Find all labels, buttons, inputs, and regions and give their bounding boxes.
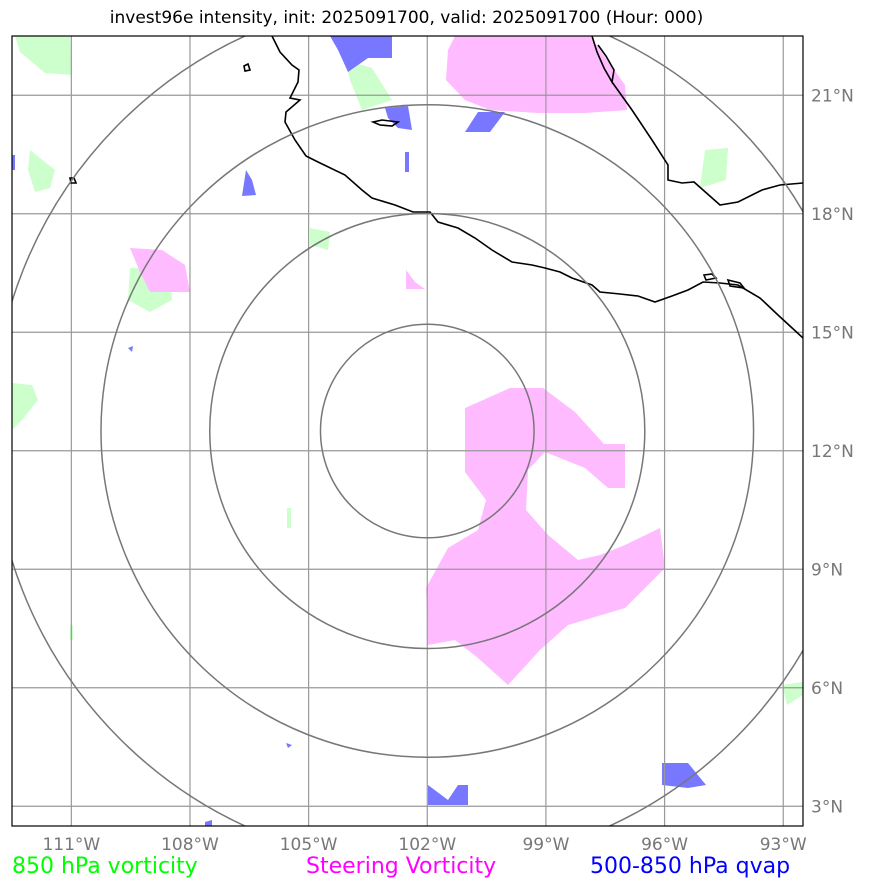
steering-area bbox=[446, 36, 627, 113]
graticule bbox=[12, 36, 803, 826]
qvap-area bbox=[12, 155, 15, 170]
qvap-areas bbox=[12, 36, 706, 826]
x-tick-label: 99°W bbox=[522, 835, 569, 855]
qvap-area bbox=[286, 743, 292, 748]
x-tick-label: 111°W bbox=[42, 835, 100, 855]
vorticity-area bbox=[345, 60, 392, 110]
y-tick-label: 3°N bbox=[811, 797, 843, 817]
y-tick-label: 12°N bbox=[811, 442, 854, 462]
coastline-path bbox=[271, 36, 803, 339]
island-path bbox=[370, 119, 401, 127]
qvap-area bbox=[330, 36, 392, 72]
y-tick-label: 6°N bbox=[811, 679, 843, 699]
vorticity-area bbox=[287, 508, 291, 528]
x-tick-label: 96°W bbox=[641, 835, 688, 855]
y-tick-label: 15°N bbox=[811, 323, 854, 343]
qvap-area bbox=[242, 170, 256, 196]
y-tick-label: 9°N bbox=[811, 560, 843, 580]
coastline-path bbox=[611, 81, 803, 206]
qvap-area bbox=[428, 785, 468, 805]
vorticity-area bbox=[28, 150, 55, 192]
steering-area bbox=[130, 248, 190, 292]
island-path bbox=[726, 278, 746, 290]
qvap-area bbox=[128, 346, 133, 352]
y-tick-label: 21°N bbox=[811, 86, 854, 106]
qvap-area bbox=[205, 820, 212, 826]
chart-title: invest96e intensity, init: 2025091700, v… bbox=[109, 8, 704, 28]
x-axis-ticks: 111°W 108°W 105°W 102°W 99°W 96°W 93°W bbox=[42, 835, 806, 855]
y-axis-ticks: 21°N 18°N 15°N 12°N 9°N 6°N 3°N bbox=[811, 86, 854, 817]
legend-qvap: 500-850 hPa qvap bbox=[590, 854, 791, 879]
island-path bbox=[243, 62, 252, 72]
range-ring bbox=[209, 212, 646, 650]
qvap-area bbox=[465, 112, 505, 132]
legend-vorticity-850: 850 hPa vorticity bbox=[12, 854, 198, 879]
vorticity-area bbox=[12, 383, 38, 430]
qvap-area bbox=[385, 106, 412, 130]
qvap-area bbox=[405, 152, 409, 172]
range-rings bbox=[12, 36, 803, 826]
plot-frame bbox=[11, 35, 804, 827]
range-ring bbox=[319, 323, 535, 539]
x-tick-label: 93°W bbox=[760, 835, 807, 855]
y-tick-label: 18°N bbox=[811, 205, 854, 225]
vorticity-area bbox=[15, 36, 72, 75]
vorticity-area bbox=[700, 148, 728, 188]
x-tick-label: 102°W bbox=[398, 835, 456, 855]
steering-area bbox=[406, 270, 425, 289]
x-tick-label: 105°W bbox=[280, 835, 338, 855]
x-tick-label: 108°W bbox=[161, 835, 219, 855]
legend-steering-vorticity: Steering Vorticity bbox=[306, 854, 497, 879]
range-ring bbox=[100, 103, 755, 759]
qvap-area bbox=[662, 763, 706, 788]
